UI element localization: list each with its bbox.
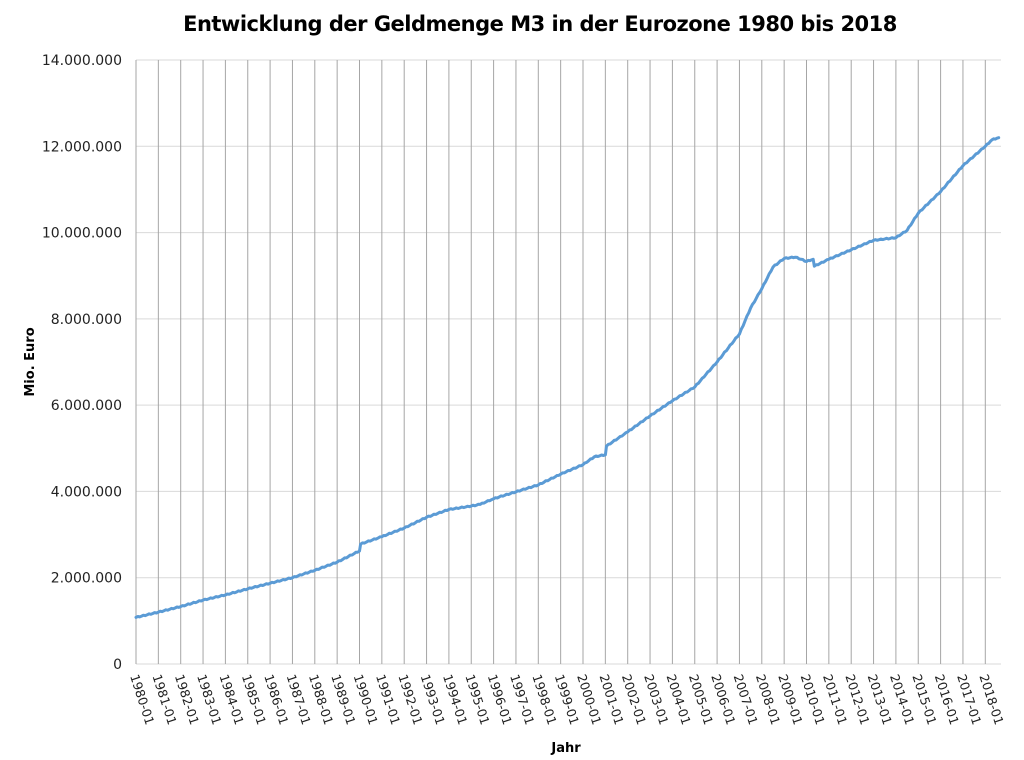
- y-tick-label: 2.000.000: [51, 571, 122, 587]
- vertical-gridlines: [135, 60, 986, 664]
- x-axis-label: Jahr: [550, 741, 581, 756]
- y-tick-label: 12.000.000: [42, 139, 122, 155]
- chart-title: Entwicklung der Geldmenge M3 in der Euro…: [183, 12, 897, 36]
- y-tick-label: 6.000.000: [51, 398, 122, 414]
- y-tick-label: 14.000.000: [42, 53, 122, 69]
- y-tick-label: 8.000.000: [51, 312, 122, 328]
- y-tick-label: 10.000.000: [42, 226, 122, 242]
- horizontal-gridlines: [136, 59, 1001, 665]
- x-axis-ticks: 1980-011981-011982-011983-011984-011985-…: [127, 672, 1007, 726]
- series-group: [134, 136, 1001, 619]
- series-line: [134, 136, 1001, 619]
- y-axis-ticks: 0 2.000.000 4.000.000 6.000.000 8.000.000 10.…: [42, 53, 122, 673]
- y-tick-label: 4.000.000: [51, 484, 122, 500]
- y-axis-label: Mio. Euro: [23, 327, 38, 396]
- y-tick-label: 0: [113, 657, 122, 673]
